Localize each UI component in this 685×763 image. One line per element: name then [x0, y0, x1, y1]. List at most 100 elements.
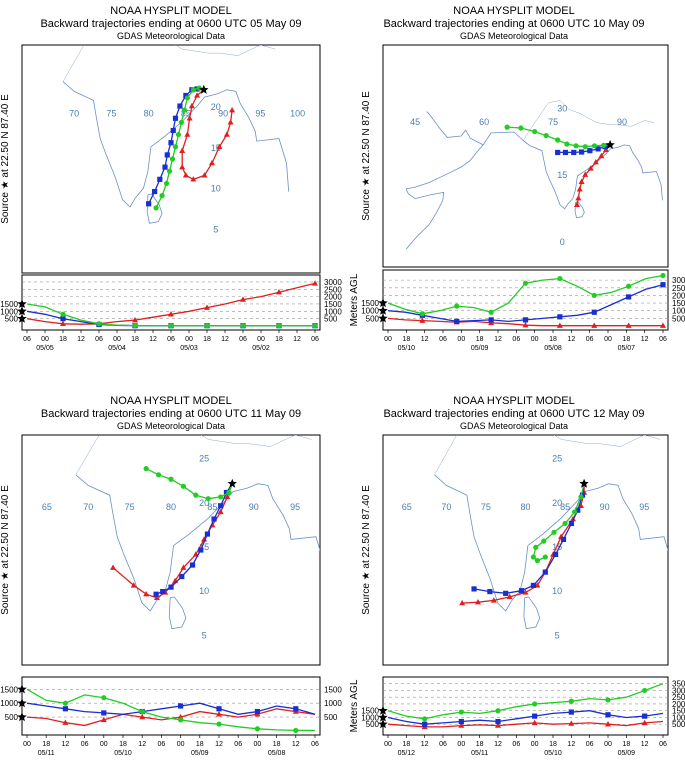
trajectory-point [168, 476, 174, 482]
time-tick-label: 06 [81, 741, 89, 748]
profile-series-500-m [17, 280, 318, 326]
chart-title: NOAA HYSPLIT MODEL [110, 395, 231, 407]
time-tick-label: 18 [622, 336, 630, 343]
source-star [605, 139, 615, 149]
time-tick-label: 18 [119, 741, 127, 748]
longitude-label: 75 [106, 109, 116, 119]
latitude-label: 15 [211, 143, 221, 153]
latitude-label: 5 [555, 630, 560, 640]
time-tick-label: 00 [531, 741, 539, 748]
profile-point [605, 697, 611, 703]
profile-left-tick: 1500 [361, 299, 379, 308]
date-label: 05/11 [471, 750, 488, 757]
profile-point [178, 717, 184, 723]
trajectory-point [155, 472, 162, 478]
profile-point [495, 718, 501, 725]
time-tick-label: 06 [311, 336, 319, 343]
longitude-label: 95 [255, 109, 265, 119]
date-label: 05/09 [191, 750, 209, 757]
profile-right-tick: 2000 [672, 291, 685, 300]
profile-point [641, 719, 648, 726]
trajectory-point [223, 131, 230, 137]
persia-coastline [482, 131, 524, 146]
profile-line [387, 710, 664, 725]
trajectory-point [170, 127, 176, 134]
trajectory-point [152, 188, 158, 195]
map-axis-label: Source ★ at 22.50 N 87.40 E [361, 485, 372, 615]
trajectory-point [534, 558, 540, 564]
map-ylabel-text: Source ★ at 22.50 N 87.40 E [361, 485, 372, 615]
date-label: 05/10 [398, 345, 416, 352]
profile-point [642, 713, 648, 719]
time-tick-label: 00 [457, 741, 465, 748]
trajectory-point [506, 593, 513, 600]
data-source-note: GDAS Meteorological Data [117, 421, 225, 431]
source-star [579, 478, 589, 488]
longitude-label: 100 [290, 109, 305, 119]
time-tick-label: 06 [239, 336, 247, 343]
map-ylabel-text: Source ★ at 22.50 N 87.40 E [361, 91, 372, 221]
time-tick-label: 00 [384, 336, 392, 343]
trajectory-point [598, 152, 605, 159]
longitude-label: 90 [600, 502, 610, 512]
profile-point [240, 323, 246, 329]
trajectory-point [532, 128, 538, 135]
profile-line [26, 688, 315, 732]
profile-right-tick: 1500 [672, 707, 685, 716]
profile-point [62, 706, 68, 712]
trajectory-line [532, 483, 585, 562]
trajectory-point [530, 582, 537, 588]
profile-point [488, 317, 494, 323]
time-tick-label: 12 [293, 336, 301, 343]
time-tick-label: 18 [476, 336, 484, 343]
sri-lanka-coastline [574, 201, 585, 219]
trajectory-point [143, 591, 150, 597]
time-tick-label: 12 [215, 741, 223, 748]
trajectory-point [570, 515, 576, 522]
longitude-label: 45 [410, 117, 420, 127]
profile-start-star [17, 684, 27, 694]
trajectory-point [562, 149, 569, 156]
latitude-label: 10 [199, 586, 209, 596]
trajectory-point [568, 520, 575, 527]
profile-point [101, 710, 107, 716]
profile-point [532, 701, 538, 707]
data-source-note: GDAS Meteorological Data [117, 31, 225, 41]
time-tick-label: 18 [275, 336, 283, 343]
height-profile [17, 274, 321, 331]
date-label: 05/09 [471, 345, 489, 352]
profile-point [216, 711, 222, 717]
date-label: 05/10 [544, 750, 562, 757]
profile-point [454, 318, 460, 325]
trajectory-point [183, 92, 189, 99]
time-tick-label: 12 [149, 336, 157, 343]
country-border [434, 435, 661, 475]
trajectory-point [168, 140, 174, 146]
time-tick-label: 12 [138, 741, 146, 748]
longitude-label: 70 [83, 502, 93, 512]
time-tick-label: 06 [167, 336, 175, 343]
map-content: 65 70 75 80 85 90 95 5 10 15 20 25 [42, 435, 320, 640]
time-tick-label: 06 [512, 336, 520, 343]
trajectory-point [503, 590, 509, 596]
sri-lanka-coastline [168, 596, 187, 630]
profile-point [626, 294, 632, 300]
profile-ylabel-text: Meters AGL [349, 679, 360, 732]
profile-point [591, 292, 597, 299]
trajectory-point [573, 143, 579, 149]
profile-point [458, 722, 465, 728]
profile-start-star [378, 705, 388, 715]
profile-point [495, 722, 501, 728]
time-tick-label: 06 [234, 741, 242, 748]
time-tick-label: 06 [439, 336, 447, 343]
profile-point [240, 296, 246, 302]
trajectory-point [226, 489, 232, 496]
time-tick-label: 06 [586, 741, 594, 748]
profile-series-1500-m [17, 299, 318, 329]
trajectory-point [204, 531, 211, 537]
trajectory-point [179, 147, 186, 154]
profile-point [100, 716, 107, 723]
